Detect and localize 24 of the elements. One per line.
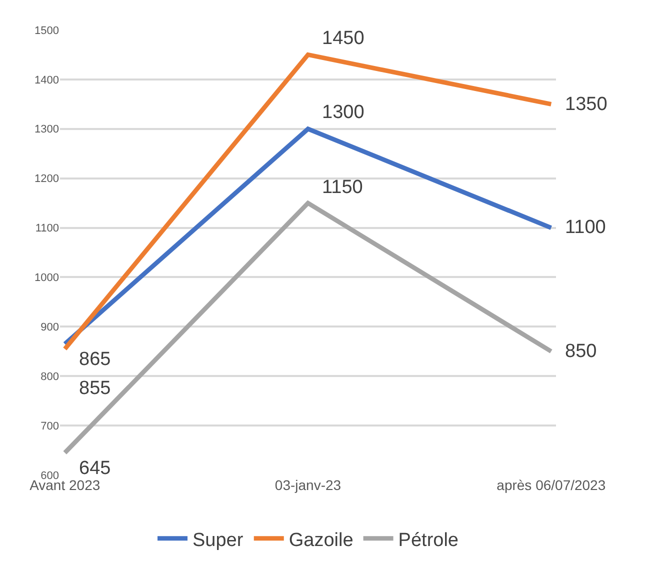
data-label: 1300 [322, 102, 364, 123]
y-tick-label: 1300 [34, 124, 59, 136]
y-tick-label: 800 [40, 370, 59, 383]
legend-label: Gazoile [288, 530, 354, 551]
data-label: 1100 [565, 217, 606, 238]
data-label: 850 [565, 341, 597, 362]
y-tick-label: 1000 [34, 272, 59, 284]
data-label: 645 [79, 458, 111, 479]
y-tick-label: 700 [40, 420, 59, 432]
x-tick-label: 03-janv-23 [274, 477, 342, 493]
legend-label: Super [192, 530, 244, 551]
y-tick-label: 1500 [34, 24, 59, 37]
legend-label: Pétrole [398, 530, 458, 551]
data-label: 1350 [565, 94, 608, 115]
x-tick-label: après 06/07/2023 [496, 477, 606, 493]
y-tick-label: 1400 [34, 74, 59, 86]
data-label: 1450 [322, 28, 364, 49]
data-label: 855 [79, 378, 111, 399]
y-tick-label: 900 [40, 322, 59, 334]
data-label: 865 [79, 349, 111, 370]
y-tick-label: 1200 [34, 173, 59, 186]
y-tick-label: 600 [40, 470, 59, 482]
data-label: 1150 [322, 177, 363, 198]
y-tick-label: 1100 [35, 222, 59, 235]
